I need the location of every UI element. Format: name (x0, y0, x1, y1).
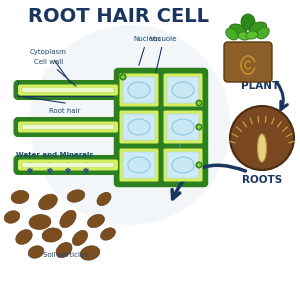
Ellipse shape (246, 31, 258, 39)
FancyBboxPatch shape (167, 77, 199, 103)
Ellipse shape (56, 242, 72, 258)
Circle shape (196, 124, 202, 130)
Ellipse shape (4, 211, 20, 223)
Ellipse shape (28, 246, 44, 258)
Text: Cytoplasm: Cytoplasm (30, 49, 70, 83)
FancyBboxPatch shape (167, 152, 199, 178)
FancyBboxPatch shape (123, 77, 155, 103)
FancyBboxPatch shape (160, 70, 206, 110)
Circle shape (30, 25, 230, 225)
Ellipse shape (42, 228, 62, 242)
FancyBboxPatch shape (160, 106, 206, 148)
FancyBboxPatch shape (164, 148, 202, 182)
Ellipse shape (80, 246, 100, 260)
FancyBboxPatch shape (167, 114, 199, 140)
FancyBboxPatch shape (114, 72, 120, 108)
FancyBboxPatch shape (164, 110, 202, 143)
FancyBboxPatch shape (119, 110, 158, 143)
Ellipse shape (29, 214, 51, 230)
Text: Root hair: Root hair (49, 108, 81, 114)
Ellipse shape (172, 119, 194, 135)
FancyBboxPatch shape (160, 145, 206, 185)
Circle shape (230, 106, 294, 170)
Ellipse shape (128, 119, 150, 135)
Ellipse shape (257, 27, 269, 39)
Ellipse shape (128, 82, 150, 98)
Circle shape (119, 74, 127, 80)
Ellipse shape (238, 32, 250, 40)
FancyBboxPatch shape (15, 82, 121, 98)
Text: PLANT: PLANT (241, 81, 279, 91)
Ellipse shape (172, 157, 194, 173)
FancyBboxPatch shape (22, 163, 114, 167)
Ellipse shape (226, 28, 238, 40)
Circle shape (197, 101, 201, 105)
Ellipse shape (60, 210, 76, 228)
FancyBboxPatch shape (18, 160, 118, 170)
Ellipse shape (249, 22, 267, 34)
Ellipse shape (128, 157, 150, 173)
FancyBboxPatch shape (15, 157, 121, 173)
Circle shape (196, 100, 202, 106)
FancyBboxPatch shape (18, 122, 118, 133)
FancyBboxPatch shape (116, 145, 163, 185)
Circle shape (196, 161, 202, 169)
FancyBboxPatch shape (123, 114, 155, 140)
Text: Water and Minerals: Water and Minerals (16, 152, 94, 158)
FancyBboxPatch shape (114, 109, 120, 145)
Circle shape (197, 163, 201, 167)
Ellipse shape (11, 190, 29, 204)
Ellipse shape (67, 190, 85, 202)
FancyBboxPatch shape (119, 74, 158, 106)
Text: Nucleus: Nucleus (133, 36, 161, 65)
Circle shape (197, 125, 201, 129)
Ellipse shape (39, 194, 57, 210)
FancyBboxPatch shape (114, 147, 120, 183)
FancyBboxPatch shape (164, 74, 202, 106)
FancyBboxPatch shape (15, 118, 121, 136)
Text: Cell wall: Cell wall (34, 59, 76, 86)
Ellipse shape (229, 24, 247, 36)
FancyBboxPatch shape (116, 70, 163, 110)
Ellipse shape (88, 214, 104, 228)
Text: ROOT HAIR CELL: ROOT HAIR CELL (28, 7, 208, 26)
Ellipse shape (241, 14, 255, 30)
Ellipse shape (97, 192, 111, 206)
Ellipse shape (257, 134, 266, 162)
Text: Vacuole: Vacuole (150, 36, 177, 73)
Text: ROOTS: ROOTS (242, 175, 282, 185)
FancyBboxPatch shape (22, 124, 114, 130)
FancyBboxPatch shape (22, 88, 114, 92)
Ellipse shape (72, 230, 88, 246)
Ellipse shape (100, 228, 116, 240)
Ellipse shape (16, 230, 32, 244)
Text: Soil particles: Soil particles (43, 252, 87, 258)
FancyBboxPatch shape (119, 148, 158, 182)
FancyBboxPatch shape (18, 85, 118, 95)
FancyBboxPatch shape (123, 152, 155, 178)
Circle shape (121, 75, 125, 79)
FancyBboxPatch shape (224, 42, 272, 82)
FancyBboxPatch shape (116, 106, 163, 148)
Ellipse shape (172, 82, 194, 98)
